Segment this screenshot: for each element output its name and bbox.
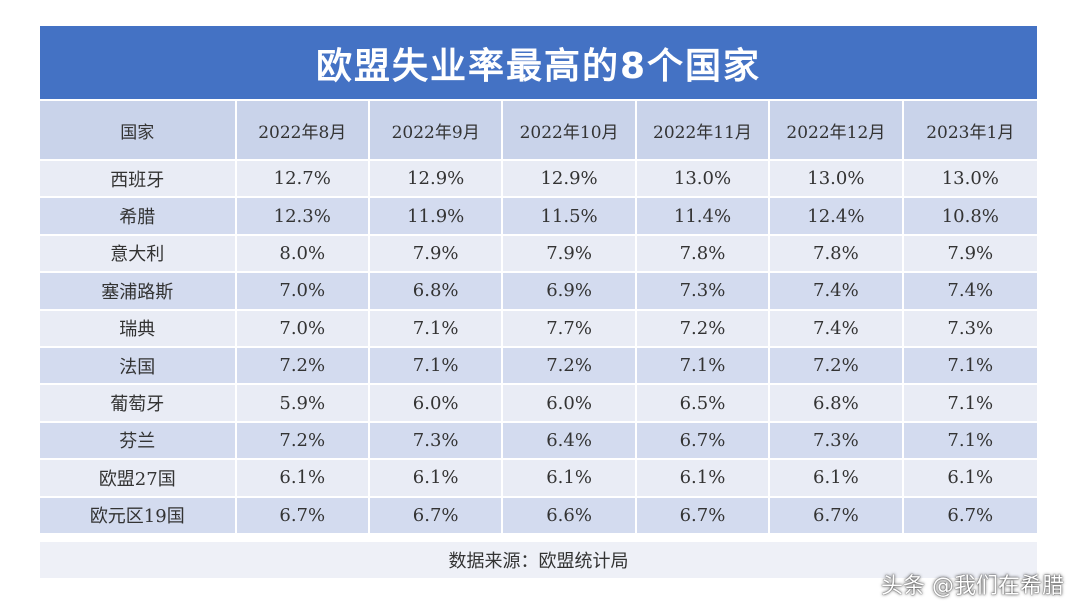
rate-cell: 11.9% (369, 198, 504, 236)
rate-cell: 5.9% (236, 385, 370, 423)
rate-cell: 6.1% (369, 460, 504, 498)
chart-title: 欧盟失业率最高的8个国家 (315, 45, 762, 87)
table-row: 芬兰 7.2% 7.3% 6.4% 6.7% 7.3% 7.1% (40, 422, 1037, 461)
column-header-month: 2023年1月 (903, 101, 1037, 161)
rate-cell: 7.4% (770, 310, 904, 348)
rate-cell: 6.9% (503, 273, 637, 311)
rate-cell: 7.1% (369, 310, 504, 348)
country-cell: 法国 (40, 347, 237, 386)
country-cell: 西班牙 (40, 161, 237, 199)
rate-cell: 7.3% (636, 273, 771, 311)
rate-cell: 6.7% (636, 422, 771, 461)
rate-cell: 6.8% (369, 273, 504, 311)
rate-cell: 7.1% (903, 422, 1037, 461)
rate-cell: 6.1% (236, 460, 370, 498)
rate-cell: 6.4% (503, 422, 637, 461)
table-row: 希腊 12.3% 11.9% 11.5% 11.4% 12.4% 10.8% (40, 198, 1037, 236)
rate-cell: 6.7% (636, 497, 771, 535)
country-cell: 瑞典 (40, 310, 237, 348)
rate-cell: 6.0% (369, 385, 504, 423)
country-cell: 意大利 (40, 235, 237, 274)
rate-cell: 7.0% (236, 310, 370, 348)
table-body: 西班牙 12.7% 12.9% 12.9% 13.0% 13.0% 13.0% 希腊 12.3%… (40, 161, 1037, 535)
rate-cell: 7.1% (903, 385, 1037, 423)
table-row: 法国 7.2% 7.1% 7.2% 7.1% 7.2% 7.1% (40, 347, 1037, 386)
header-row: 国家 2022年8月 2022年9月 2022年10月 2022年11月 2022年12月… (40, 101, 1037, 161)
rate-cell: 11.5% (503, 198, 637, 236)
rate-cell: 7.1% (903, 347, 1037, 386)
rate-cell: 7.9% (369, 235, 504, 274)
table-row: 欧盟27国 6.1% 6.1% 6.1% 6.1% 6.1% 6.1% (40, 460, 1037, 498)
country-cell: 欧元区19国 (40, 497, 237, 535)
rate-cell: 12.3% (236, 198, 370, 236)
country-cell: 欧盟27国 (40, 460, 237, 498)
data-source-note: 数据来源：欧盟统计局 (40, 542, 1037, 578)
column-header-month: 2022年11月 (636, 101, 771, 161)
rate-cell: 13.0% (636, 161, 771, 199)
rate-cell: 7.2% (503, 347, 637, 386)
rate-cell: 7.8% (770, 235, 904, 274)
rate-cell: 7.1% (636, 347, 771, 386)
rate-cell: 10.8% (903, 198, 1037, 236)
rate-cell: 7.9% (903, 235, 1037, 274)
table-card: 欧盟失业率最高的8个国家 国家 2022年8月 2022年9月 2022年10月 202… (40, 26, 1037, 578)
table-row: 葡萄牙 5.9% 6.0% 6.0% 6.5% 6.8% 7.1% (40, 385, 1037, 423)
rate-cell: 6.8% (770, 385, 904, 423)
rate-cell: 7.2% (236, 347, 370, 386)
rate-cell: 6.6% (503, 497, 637, 535)
table-row: 意大利 8.0% 7.9% 7.9% 7.8% 7.8% 7.9% (40, 235, 1037, 274)
rate-cell: 6.1% (636, 460, 771, 498)
country-cell: 芬兰 (40, 422, 237, 461)
rate-cell: 7.2% (236, 422, 370, 461)
table-header: 国家 2022年8月 2022年9月 2022年10月 2022年11月 2022年12月… (40, 101, 1037, 161)
rate-cell: 7.3% (770, 422, 904, 461)
rate-cell: 6.1% (903, 460, 1037, 498)
country-cell: 塞浦路斯 (40, 273, 237, 311)
rate-cell: 12.9% (369, 161, 504, 199)
table-row: 瑞典 7.0% 7.1% 7.7% 7.2% 7.4% 7.3% (40, 310, 1037, 348)
country-cell: 葡萄牙 (40, 385, 237, 423)
rate-cell: 12.4% (770, 198, 904, 236)
rate-cell: 6.0% (503, 385, 637, 423)
column-header-month: 2022年10月 (503, 101, 637, 161)
rate-cell: 6.7% (770, 497, 904, 535)
rate-cell: 6.5% (636, 385, 771, 423)
rate-cell: 7.4% (770, 273, 904, 311)
column-header-month: 2022年8月 (236, 101, 370, 161)
table-row: 欧元区19国 6.7% 6.7% 6.6% 6.7% 6.7% 6.7% (40, 497, 1037, 535)
table-row: 塞浦路斯 7.0% 6.8% 6.9% 7.3% 7.4% 7.4% (40, 273, 1037, 311)
rate-cell: 7.3% (369, 422, 504, 461)
column-header-country: 国家 (40, 101, 237, 161)
rate-cell: 7.4% (903, 273, 1037, 311)
rate-cell: 6.7% (903, 497, 1037, 535)
country-cell: 希腊 (40, 198, 237, 236)
rate-cell: 7.7% (503, 310, 637, 348)
rate-cell: 7.9% (503, 235, 637, 274)
rate-cell: 7.8% (636, 235, 771, 274)
rate-cell: 7.3% (903, 310, 1037, 348)
rate-cell: 12.9% (503, 161, 637, 199)
rate-cell: 11.4% (636, 198, 771, 236)
rate-cell: 6.1% (770, 460, 904, 498)
rate-cell: 8.0% (236, 235, 370, 274)
unemployment-table: 国家 2022年8月 2022年9月 2022年10月 2022年11月 2022年12月… (40, 101, 1037, 535)
rate-cell: 7.1% (369, 347, 504, 386)
rate-cell: 7.2% (636, 310, 771, 348)
rate-cell: 7.2% (770, 347, 904, 386)
rate-cell: 6.1% (503, 460, 637, 498)
table-row: 西班牙 12.7% 12.9% 12.9% 13.0% 13.0% 13.0% (40, 161, 1037, 199)
rate-cell: 13.0% (903, 161, 1037, 199)
watermark: 头条 @我们在希腊 (881, 574, 1064, 599)
rate-cell: 12.7% (236, 161, 370, 199)
title-bar: 欧盟失业率最高的8个国家 (40, 26, 1037, 99)
rate-cell: 6.7% (369, 497, 504, 535)
column-header-month: 2022年12月 (770, 101, 904, 161)
column-header-month: 2022年9月 (369, 101, 504, 161)
rate-cell: 13.0% (770, 161, 904, 199)
rate-cell: 7.0% (236, 273, 370, 311)
rate-cell: 6.7% (236, 497, 370, 535)
